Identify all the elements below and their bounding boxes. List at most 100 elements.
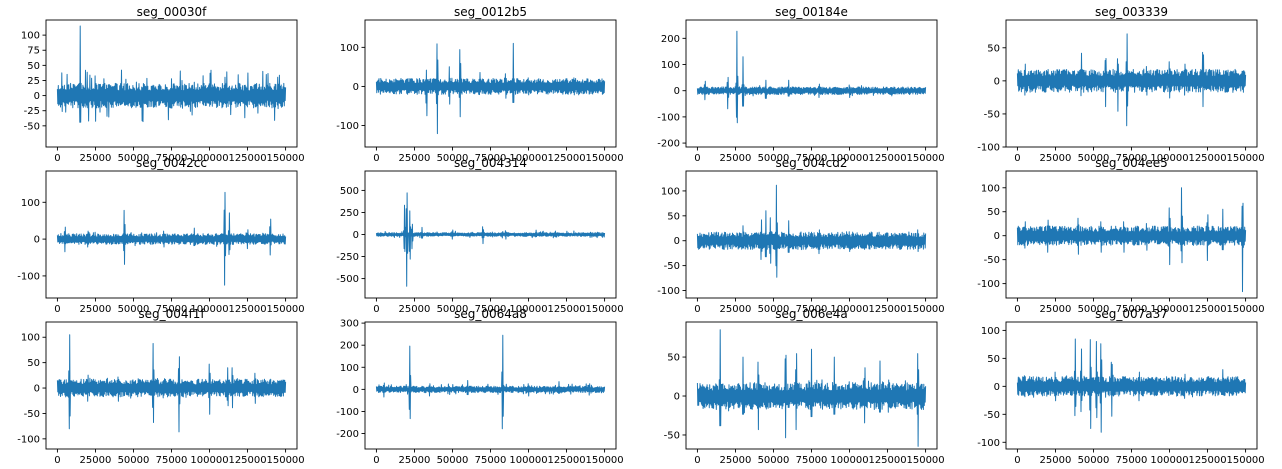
y-tick-label: 50 bbox=[27, 358, 40, 369]
subplot-title: seg_004ee5 bbox=[1095, 156, 1168, 170]
x-tick-label: 0 bbox=[694, 304, 700, 315]
x-tick-label: 75000 bbox=[475, 153, 507, 164]
subplot-title: seg_006e4a bbox=[775, 307, 848, 321]
x-tick-label: 75000 bbox=[156, 304, 188, 315]
axes-frame bbox=[685, 19, 938, 148]
y-tick-label: 0 bbox=[674, 86, 680, 97]
x-tick-label: 75000 bbox=[1116, 304, 1148, 315]
x-tick-label: 0 bbox=[1014, 304, 1020, 315]
subplot-title: seg_0042cc bbox=[136, 156, 207, 170]
subplot-seg_004f1f: 0 25000 50000 75000 100000 125000 150000-100-5… bbox=[17, 307, 304, 466]
y-tick-label: -100 bbox=[17, 271, 40, 282]
y-tick-label: 0 bbox=[353, 385, 359, 396]
x-tick-label: 75000 bbox=[475, 455, 507, 466]
x-tick-label: 100000 bbox=[509, 304, 547, 315]
x-tick-label: 75000 bbox=[796, 455, 828, 466]
x-tick-label: 150000 bbox=[906, 455, 944, 466]
subplot-seg_004ee5: 0 25000 50000 75000 100000 125000 150000-100-5… bbox=[977, 156, 1264, 315]
axes-frame bbox=[364, 321, 617, 450]
y-tick-label: 0 bbox=[674, 236, 680, 247]
x-tick-label: 0 bbox=[1014, 153, 1020, 164]
x-tick-label: 50000 bbox=[118, 304, 150, 315]
x-tick-label: 75000 bbox=[1116, 153, 1148, 164]
series-line bbox=[375, 334, 606, 430]
y-tick-label: 200 bbox=[340, 341, 359, 352]
y-tick-label: 100 bbox=[340, 363, 359, 374]
x-tick-label: 25000 bbox=[80, 455, 112, 466]
x-tick-label: 50000 bbox=[758, 153, 790, 164]
x-tick-label: 100000 bbox=[830, 304, 868, 315]
x-tick-label: 100000 bbox=[1150, 455, 1188, 466]
y-tick-label: 100 bbox=[21, 198, 40, 209]
y-tick-label: 0 bbox=[994, 382, 1000, 393]
y-tick-label: -100 bbox=[977, 143, 1000, 154]
y-tick-label: 50 bbox=[667, 353, 680, 364]
x-tick-label: 100000 bbox=[830, 153, 868, 164]
y-tick-label: 300 bbox=[340, 319, 359, 330]
subplot-seg_0042cc: 0 25000 50000 75000 100000 125000 150000-10001… bbox=[17, 156, 304, 315]
x-tick-label: 125000 bbox=[547, 304, 585, 315]
y-tick-label: -200 bbox=[336, 429, 359, 440]
series-line bbox=[1016, 338, 1247, 433]
x-tick-label: 100000 bbox=[1150, 304, 1188, 315]
x-tick-label: 125000 bbox=[1188, 304, 1226, 315]
x-tick-label: 25000 bbox=[1040, 304, 1072, 315]
y-tick-label: -100 bbox=[336, 407, 359, 418]
x-tick-label: 0 bbox=[54, 304, 60, 315]
subplot-title: seg_00184e bbox=[775, 5, 848, 19]
y-tick-label: -25 bbox=[24, 106, 40, 117]
y-tick-label: 200 bbox=[661, 34, 680, 45]
y-tick-label: -50 bbox=[984, 255, 1000, 266]
series-line bbox=[696, 329, 927, 447]
y-tick-label: -50 bbox=[984, 410, 1000, 421]
y-tick-label: 50 bbox=[987, 43, 1000, 54]
x-tick-label: 125000 bbox=[228, 153, 266, 164]
x-tick-label: 125000 bbox=[228, 304, 266, 315]
y-tick-label: -50 bbox=[984, 109, 1000, 120]
y-tick-label: -250 bbox=[336, 252, 359, 263]
y-tick-label: -200 bbox=[657, 139, 680, 150]
x-tick-label: 75000 bbox=[156, 153, 188, 164]
x-tick-label: 150000 bbox=[1226, 304, 1264, 315]
x-tick-label: 50000 bbox=[1078, 153, 1110, 164]
x-tick-label: 75000 bbox=[475, 304, 507, 315]
series-line bbox=[696, 184, 927, 278]
y-tick-label: 100 bbox=[981, 183, 1000, 194]
y-tick-label: 50 bbox=[667, 211, 680, 222]
y-tick-label: 0 bbox=[34, 235, 40, 246]
x-tick-label: 25000 bbox=[399, 153, 431, 164]
x-tick-label: 25000 bbox=[399, 455, 431, 466]
x-tick-label: 75000 bbox=[796, 153, 828, 164]
y-tick-label: 75 bbox=[27, 46, 40, 57]
x-tick-label: 100000 bbox=[509, 455, 547, 466]
x-tick-label: 25000 bbox=[399, 304, 431, 315]
subplot-seg_004314: 0 25000 50000 75000 100000 125000 150000-500-2… bbox=[336, 156, 623, 315]
x-tick-label: 0 bbox=[373, 304, 379, 315]
y-tick-label: -50 bbox=[664, 261, 680, 272]
x-tick-label: 150000 bbox=[1226, 455, 1264, 466]
series-line bbox=[56, 334, 287, 433]
x-tick-label: 25000 bbox=[80, 304, 112, 315]
x-tick-label: 25000 bbox=[1040, 455, 1072, 466]
y-tick-label: 100 bbox=[340, 43, 359, 54]
subplot-seg_00030f: 0 25000 50000 75000 100000 125000 150000 -50 -25… bbox=[21, 5, 305, 164]
subplot-title: seg_003339 bbox=[1095, 5, 1168, 19]
series-line bbox=[1016, 187, 1247, 293]
x-tick-label: 100000 bbox=[190, 153, 228, 164]
x-tick-label: 100000 bbox=[509, 153, 547, 164]
x-tick-label: 50000 bbox=[437, 455, 469, 466]
y-tick-label: 0 bbox=[674, 392, 680, 403]
y-tick-label: 100 bbox=[981, 326, 1000, 337]
y-tick-label: -50 bbox=[24, 121, 40, 132]
x-tick-label: 150000 bbox=[266, 455, 304, 466]
x-tick-label: 0 bbox=[373, 455, 379, 466]
subplot-seg_0012b5: 0 25000 50000 75000 100000 125000 150000 -100 0 1… bbox=[336, 5, 623, 164]
subplot-title: seg_007a37 bbox=[1095, 307, 1168, 321]
y-tick-label: 50 bbox=[987, 207, 1000, 218]
x-tick-label: 0 bbox=[694, 153, 700, 164]
subplot-title: seg_004314 bbox=[454, 156, 527, 170]
x-tick-label: 100000 bbox=[190, 455, 228, 466]
subplot-seg_00184e: 0 25000 50000 75000 100000 125000 150000 -200 -1… bbox=[657, 5, 944, 164]
x-tick-label: 50000 bbox=[1078, 304, 1110, 315]
y-tick-label: 0 bbox=[34, 384, 40, 395]
